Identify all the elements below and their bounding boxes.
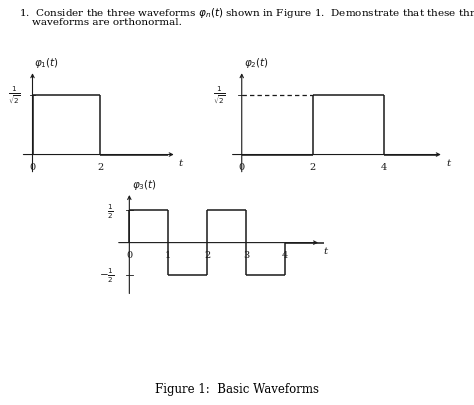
Text: 0: 0 [29, 163, 36, 172]
Text: 2: 2 [97, 163, 103, 172]
Text: waveforms are orthonormal.: waveforms are orthonormal. [19, 18, 182, 27]
Text: $-\frac{1}{2}$: $-\frac{1}{2}$ [99, 266, 114, 284]
Text: $\frac{1}{\sqrt{2}}$: $\frac{1}{\sqrt{2}}$ [8, 85, 21, 107]
Text: 0: 0 [126, 251, 132, 260]
Text: 3: 3 [243, 251, 249, 260]
Text: t: t [323, 246, 327, 255]
Text: $\varphi_2(t)$: $\varphi_2(t)$ [244, 56, 269, 70]
Text: t: t [178, 158, 182, 167]
Text: t: t [446, 158, 450, 167]
Text: 2: 2 [204, 251, 210, 260]
Text: $\varphi_1(t)$: $\varphi_1(t)$ [34, 56, 59, 70]
Text: 4: 4 [381, 163, 387, 172]
Text: $\frac{1}{\sqrt{2}}$: $\frac{1}{\sqrt{2}}$ [213, 85, 226, 107]
Text: 2: 2 [310, 163, 316, 172]
Text: 4: 4 [282, 251, 288, 260]
Text: $\frac{1}{2}$: $\frac{1}{2}$ [108, 202, 114, 220]
Text: 0: 0 [239, 163, 245, 172]
Text: Figure 1:  Basic Waveforms: Figure 1: Basic Waveforms [155, 382, 319, 395]
Text: 1.  Consider the three waveforms $\varphi_n(t)$ shown in Figure 1.  Demonstrate : 1. Consider the three waveforms $\varphi… [19, 6, 474, 20]
Text: $\varphi_3(t)$: $\varphi_3(t)$ [131, 178, 156, 192]
Text: 1: 1 [165, 251, 172, 260]
